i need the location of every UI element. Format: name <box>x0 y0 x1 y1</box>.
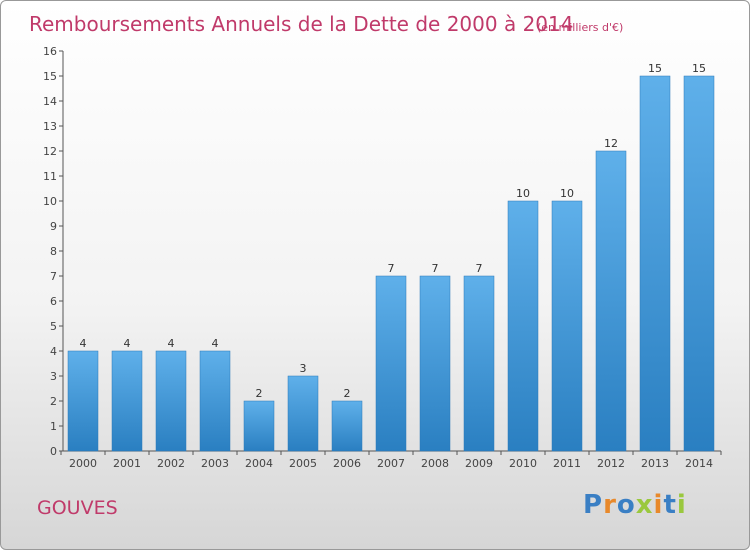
bar-2002 <box>155 350 187 452</box>
y-tick-label: 0 <box>50 445 57 458</box>
data-label-2012: 12 <box>604 137 618 150</box>
y-tick-label: 15 <box>43 70 57 83</box>
x-tick-label-2011: 2011 <box>553 457 581 470</box>
y-tick-label: 7 <box>50 270 57 283</box>
bar-2001 <box>111 350 143 452</box>
data-label-2001: 4 <box>124 337 131 350</box>
bar-2004 <box>243 400 275 452</box>
logo-letter: i <box>653 490 664 520</box>
bar-2014 <box>683 75 715 452</box>
y-tick-label: 3 <box>50 370 57 383</box>
place-name: GOUVES <box>37 497 118 519</box>
y-tick-label: 10 <box>43 195 57 208</box>
x-tick-label-2002: 2002 <box>157 457 185 470</box>
data-label-2009: 7 <box>476 262 483 275</box>
bar-2013 <box>639 75 671 452</box>
bar-2009 <box>463 275 495 452</box>
bar-2007 <box>375 275 407 452</box>
logo-letter: t <box>663 490 677 520</box>
data-label-2000: 4 <box>80 337 87 350</box>
y-tick-label: 1 <box>50 420 57 433</box>
x-tick-label-2012: 2012 <box>597 457 625 470</box>
x-tick-label-2013: 2013 <box>641 457 669 470</box>
x-tick-label-2007: 2007 <box>377 457 405 470</box>
logo-letter: r <box>603 490 617 520</box>
data-label-2002: 4 <box>168 337 175 350</box>
bar-2008 <box>419 275 451 452</box>
chart-unit-note: (en milliers d'€) <box>537 21 623 34</box>
data-label-2008: 7 <box>432 262 439 275</box>
bar-2011 <box>551 200 583 452</box>
logo-letter: x <box>635 490 654 520</box>
x-tick-label-2004: 2004 <box>245 457 273 470</box>
logo-letter: i <box>676 490 687 520</box>
data-label-2010: 10 <box>516 187 530 200</box>
proxiti-logo: Proxiti <box>583 490 687 520</box>
y-tick-label: 12 <box>43 145 57 158</box>
bar-2000 <box>67 350 99 452</box>
x-tick-label-2006: 2006 <box>333 457 361 470</box>
y-tick-label: 13 <box>43 120 57 133</box>
y-tick-label: 6 <box>50 295 57 308</box>
bar-2006 <box>331 400 363 452</box>
logo-letter: o <box>616 490 636 520</box>
y-tick-label: 11 <box>43 170 57 183</box>
bar-2010 <box>507 200 539 452</box>
y-tick-label: 2 <box>50 395 57 408</box>
bar-2012 <box>595 150 627 452</box>
y-tick-label: 9 <box>50 220 57 233</box>
y-tick-label: 8 <box>50 245 57 258</box>
data-label-2007: 7 <box>388 262 395 275</box>
chart-title: Remboursements Annuels de la Dette de 20… <box>29 12 573 36</box>
data-label-2013: 15 <box>648 62 662 75</box>
x-tick-label-2008: 2008 <box>421 457 449 470</box>
data-label-2014: 15 <box>692 62 706 75</box>
data-label-2011: 10 <box>560 187 574 200</box>
y-tick-label: 14 <box>43 95 57 108</box>
bar-2005 <box>287 375 319 452</box>
x-tick-label-2010: 2010 <box>509 457 537 470</box>
x-tick-label-2009: 2009 <box>465 457 493 470</box>
data-label-2003: 4 <box>212 337 219 350</box>
x-tick-label-2005: 2005 <box>289 457 317 470</box>
x-tick-label-2001: 2001 <box>113 457 141 470</box>
x-tick-label-2003: 2003 <box>201 457 229 470</box>
y-tick-label: 16 <box>43 45 57 58</box>
bar-2003 <box>199 350 231 452</box>
data-label-2004: 2 <box>256 387 263 400</box>
y-tick-label: 5 <box>50 320 57 333</box>
y-tick-label: 4 <box>50 345 57 358</box>
data-label-2006: 2 <box>344 387 351 400</box>
logo-letter: P <box>583 490 604 520</box>
data-label-2005: 3 <box>300 362 307 375</box>
x-tick-label-2000: 2000 <box>69 457 97 470</box>
x-tick-label-2014: 2014 <box>685 457 713 470</box>
bars: 4 4 4 4 2 3 2 7 7 7 10 10 12 15 15 <box>67 62 715 452</box>
